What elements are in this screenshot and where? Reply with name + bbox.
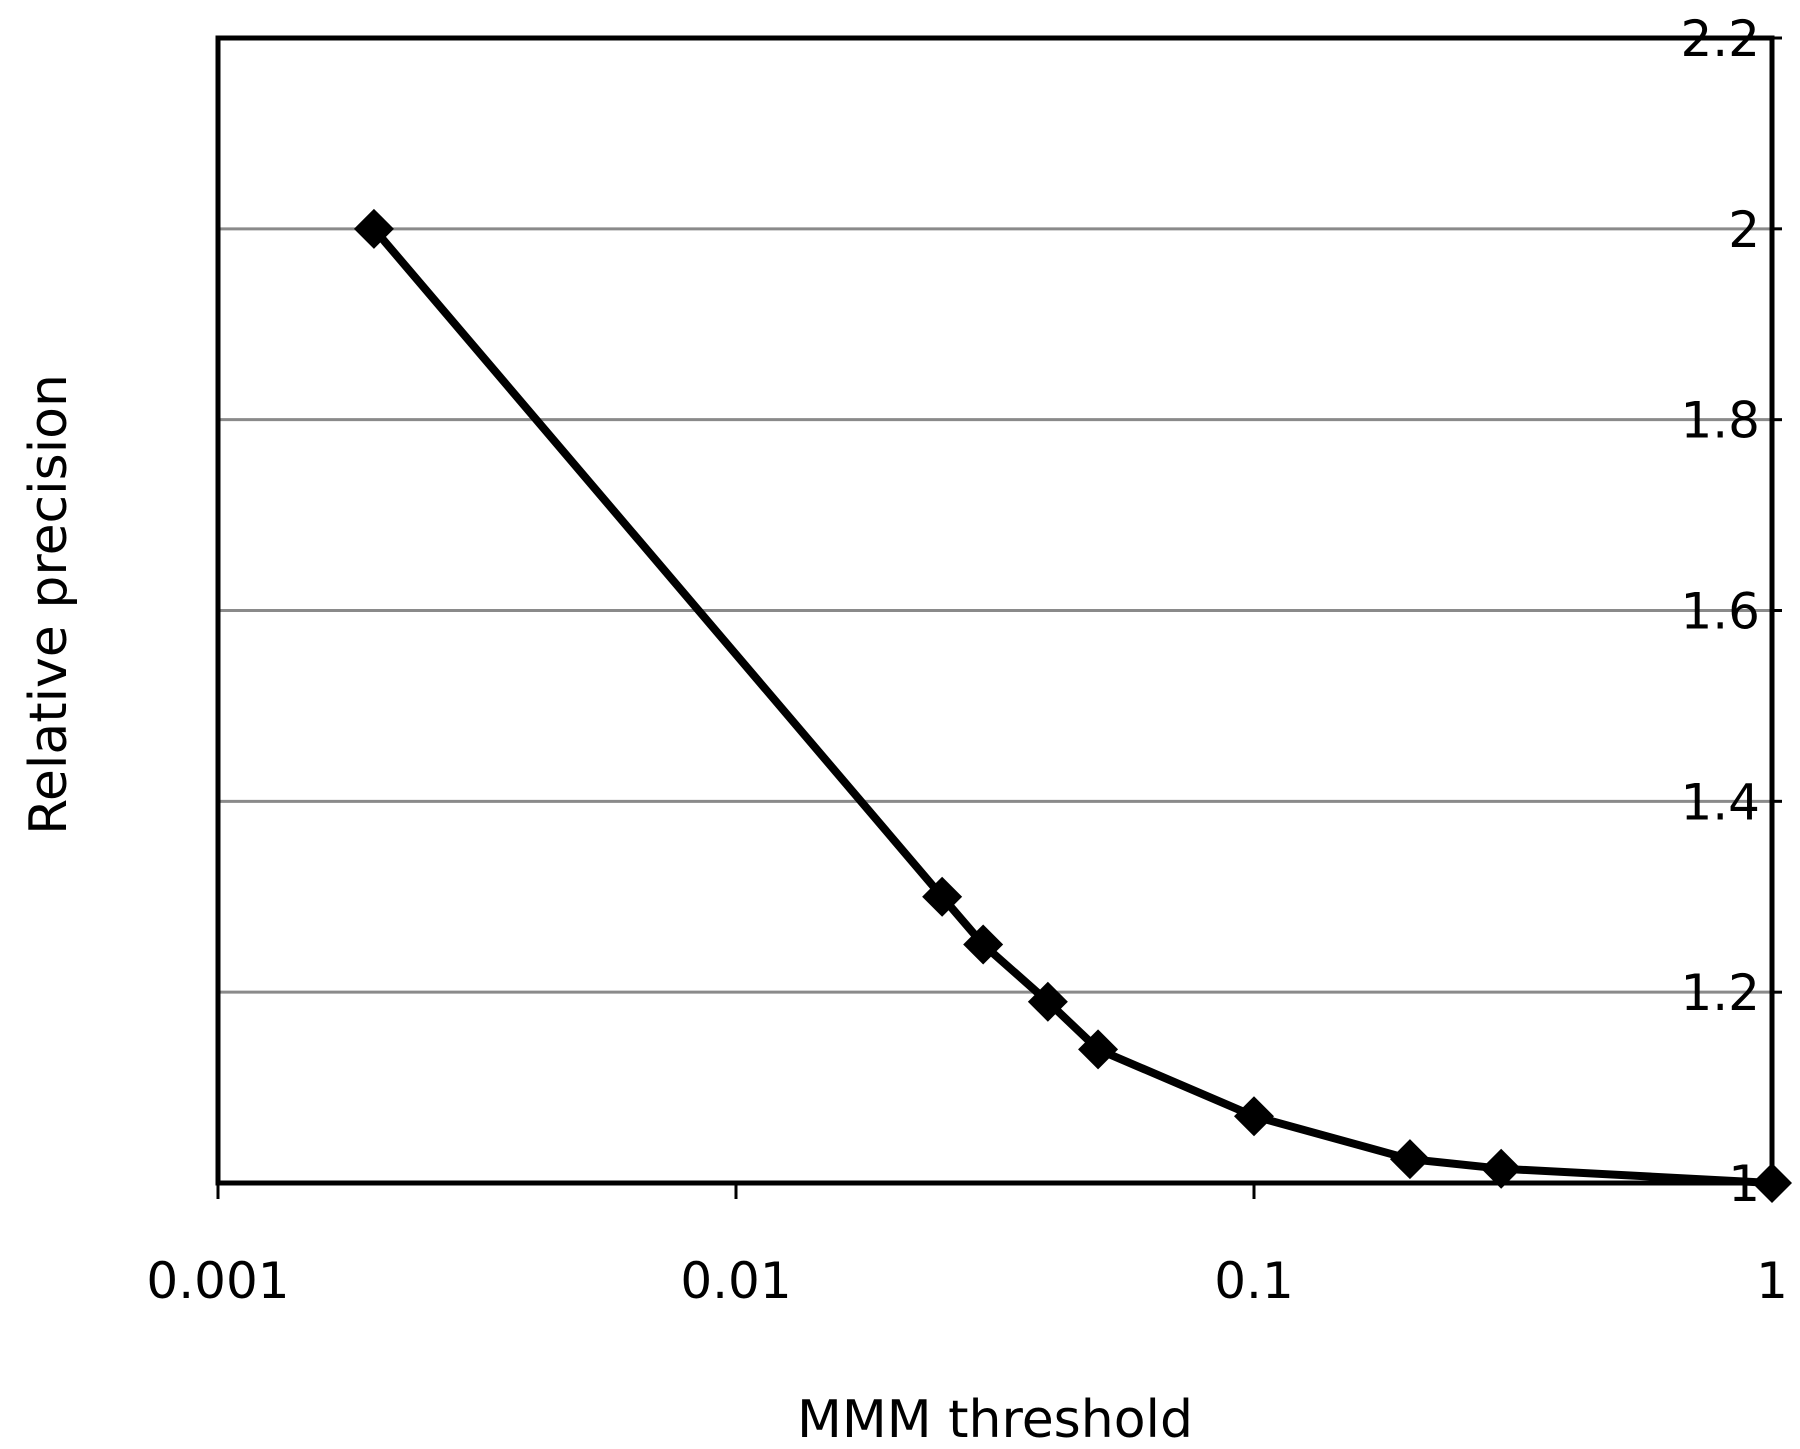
- x-tick-label-3: 1: [1756, 1252, 1788, 1310]
- gridlines: [218, 227, 1772, 994]
- y-tick-label-4: 1.8: [1680, 392, 1760, 450]
- data-point-1: [922, 876, 963, 917]
- y-tick-label-5: 2: [1728, 201, 1760, 259]
- x-tick-label-0: 0.001: [146, 1252, 289, 1310]
- y-tick-label-0: 1: [1728, 1155, 1760, 1213]
- data-point-4: [1078, 1029, 1119, 1070]
- x-axis-title: MMM threshold: [797, 1390, 1193, 1449]
- tick-labels: 1 1.2 1.4 1.6 1.8 2 2.2 0.001 0.01 0.1 1: [146, 10, 1787, 1310]
- y-axis-title: Relative precision: [19, 374, 79, 835]
- y-tick-label-1: 1.2: [1680, 964, 1760, 1022]
- y-tick-label-6: 2.2: [1680, 10, 1760, 68]
- data-point-7: [1481, 1148, 1522, 1189]
- y-tick-label-2: 1.4: [1680, 773, 1760, 831]
- data-point-3: [1027, 981, 1068, 1022]
- series-group: [353, 208, 1792, 1203]
- data-point-5: [1234, 1096, 1274, 1137]
- x-tick-label-2: 0.1: [1214, 1252, 1294, 1310]
- x-tick-label-1: 0.01: [680, 1252, 791, 1310]
- data-point-2: [963, 924, 1004, 965]
- data-point-0: [353, 208, 394, 249]
- y-tick-label-3: 1.6: [1680, 583, 1760, 641]
- data-point-6: [1389, 1139, 1430, 1180]
- data-point-8: [1752, 1163, 1792, 1203]
